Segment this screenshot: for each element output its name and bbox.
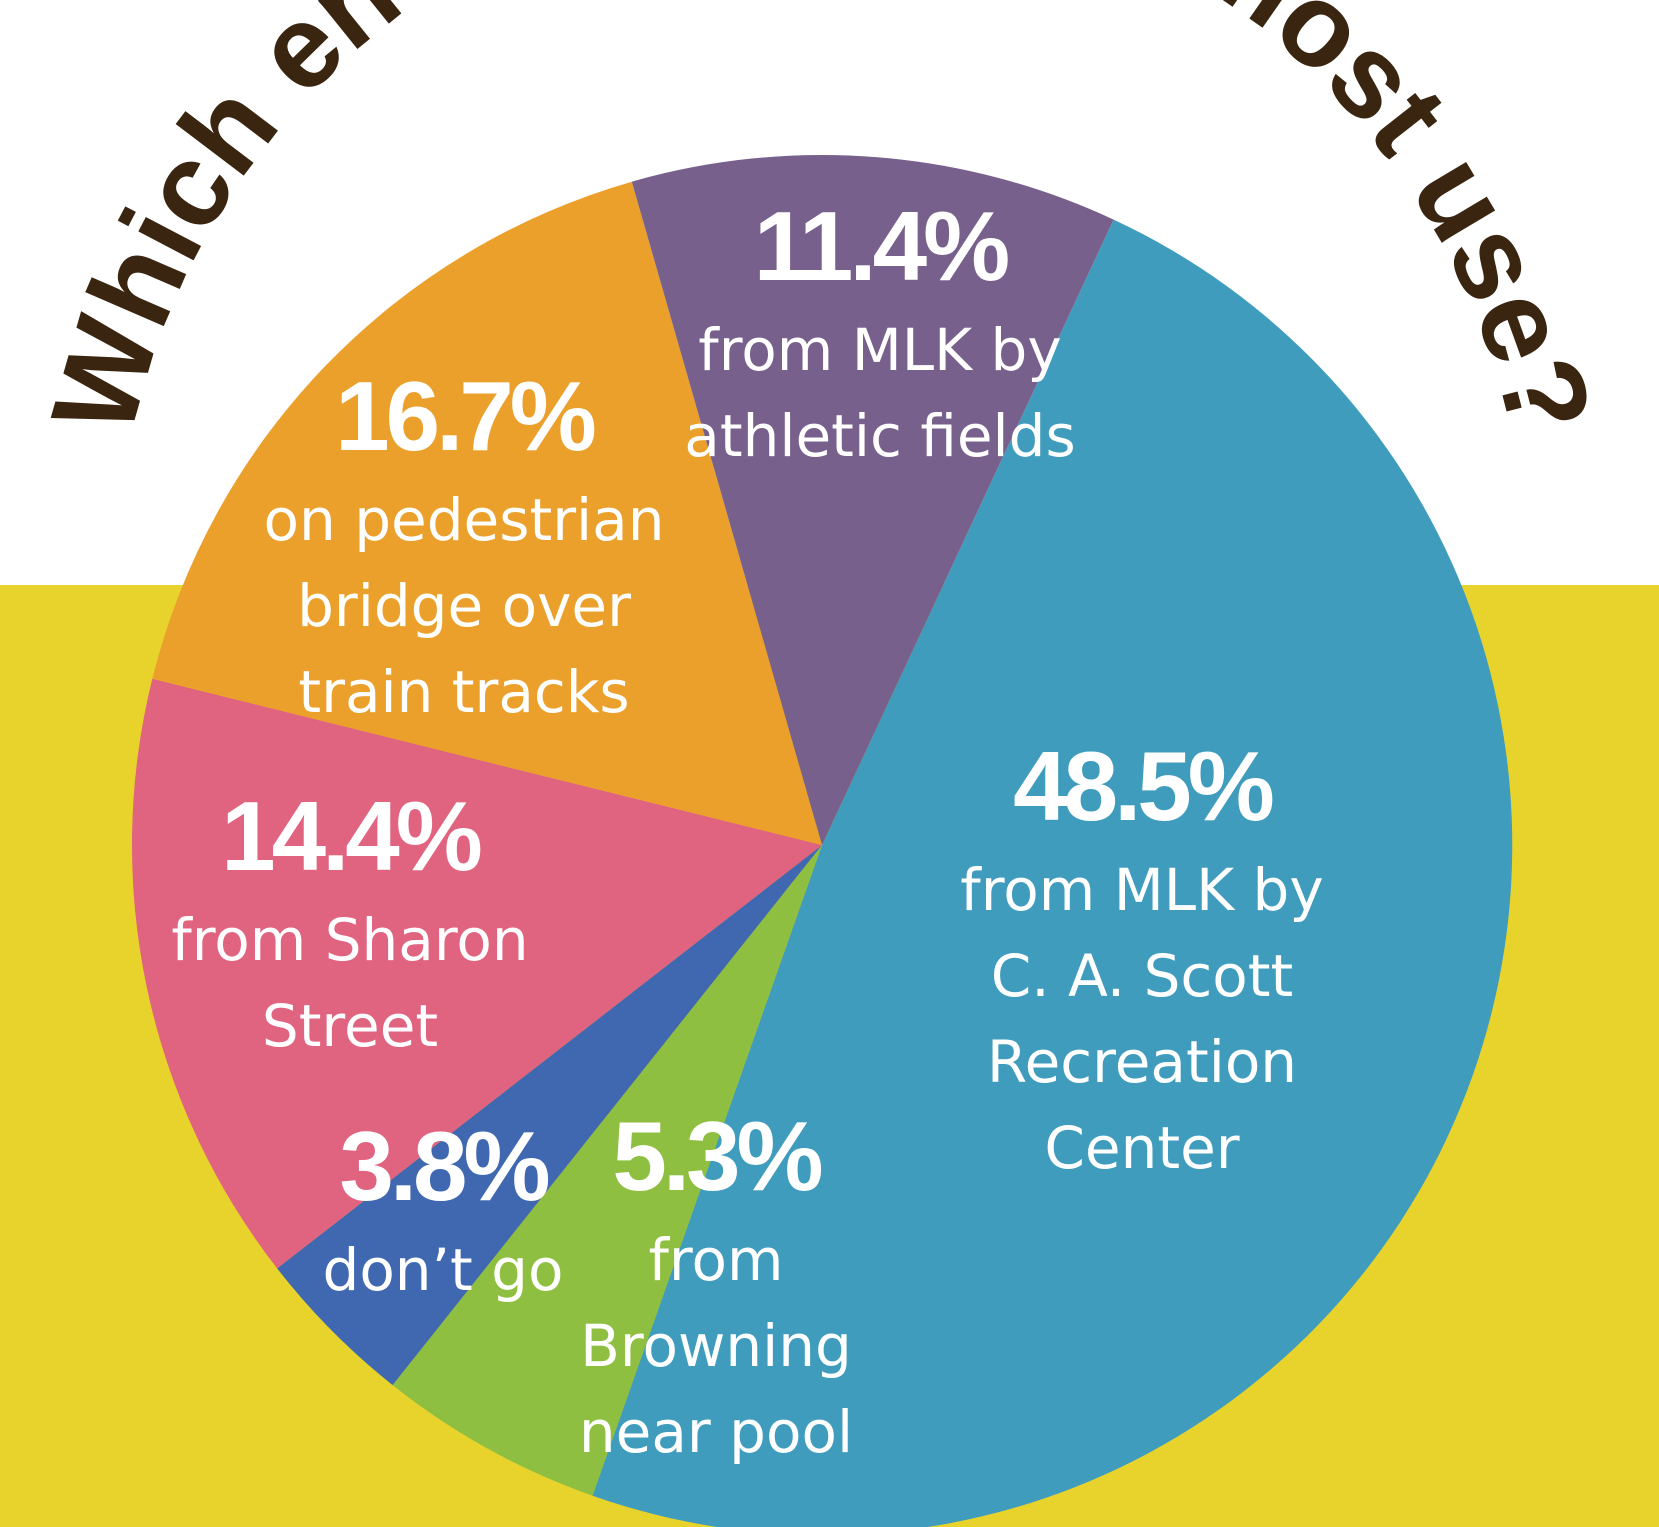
slice-description-line: on pedestrian xyxy=(264,486,665,554)
slice-description-line: near pool xyxy=(579,1398,853,1466)
pie-slice xyxy=(277,845,823,1386)
slice-description-line: from MLK by xyxy=(960,856,1323,924)
slice-description-line: don’t go xyxy=(323,1236,564,1304)
slice-description-line: Center xyxy=(1044,1114,1239,1182)
slice-percent-label: 5.3% xyxy=(612,1101,821,1211)
slice-description-line: from xyxy=(649,1226,784,1294)
slice-description-line: Street xyxy=(262,992,438,1060)
pie-slice xyxy=(392,845,822,1496)
slice-description-line: from Sharon xyxy=(171,906,528,974)
slice-description-line: train tracks xyxy=(298,658,629,726)
slice-percent-label: 11.4% xyxy=(754,191,1008,301)
slice-percent-label: 14.4% xyxy=(221,781,481,891)
pie-slice xyxy=(592,219,1513,1527)
slice-percent-label: 16.7% xyxy=(335,361,595,471)
slice-description-line: athletic fields xyxy=(684,402,1075,470)
slice-percent-label: 3.8% xyxy=(339,1111,548,1221)
slice-description-line: Recreation xyxy=(987,1028,1297,1096)
slice-description-line: Browning xyxy=(580,1312,852,1380)
slice-description-line: C. A. Scott xyxy=(991,942,1294,1010)
slice-description-line: bridge over xyxy=(297,572,631,640)
slice-percent-label: 48.5% xyxy=(1013,731,1273,841)
pie-slice xyxy=(631,154,1114,845)
pie-slice xyxy=(131,678,822,1269)
pie-slice xyxy=(152,181,823,845)
slice-description-line: from MLK by xyxy=(698,316,1061,384)
